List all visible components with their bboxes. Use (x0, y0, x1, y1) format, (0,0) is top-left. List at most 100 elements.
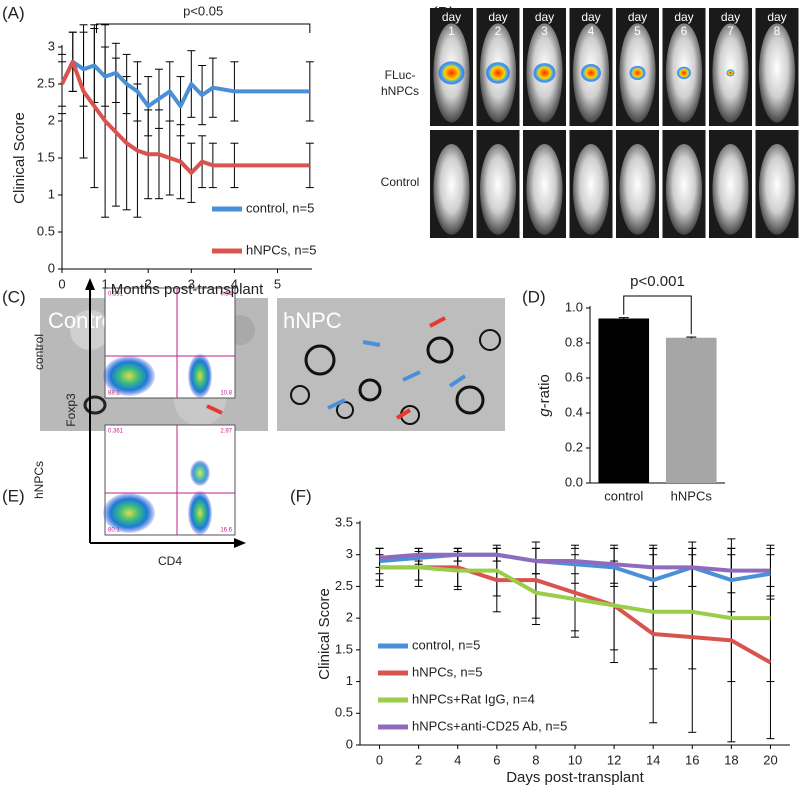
signal (629, 65, 646, 81)
x-tick-label: 0 (376, 752, 383, 767)
mouse-body (572, 144, 610, 235)
y-tick-label: 1 (48, 186, 55, 201)
x-tick-label: 8 (532, 752, 539, 767)
x-tick-label: 0 (58, 276, 65, 291)
y-tick-label: 3 (346, 546, 353, 561)
quadrant-value: 2.97 (220, 429, 232, 435)
y-tick-label: 2 (48, 112, 55, 127)
day-label: 6 (681, 24, 688, 38)
day-label: 1 (448, 24, 455, 38)
bar (665, 337, 717, 483)
significance-bracket (623, 295, 692, 335)
y-tick-label: 0.0 (565, 474, 583, 489)
mouse-body (665, 144, 703, 235)
day-label: day (628, 10, 647, 24)
day-label: day (535, 10, 554, 24)
x-tick-label: 2 (145, 276, 152, 291)
day-label: day (674, 10, 693, 24)
day-label: day (581, 10, 600, 24)
x-tick-label: control (604, 488, 643, 503)
series-line (60, 59, 310, 109)
row-label: hNPCs (381, 84, 419, 98)
mouse-body (712, 144, 749, 235)
quadrant-value: 0.361 (108, 429, 124, 435)
day-label: day (442, 10, 461, 24)
series-line (379, 565, 772, 665)
axis-label: Foxp3 (64, 393, 78, 427)
day-label: day (721, 10, 740, 24)
x-tick-label: 20 (763, 752, 777, 767)
panel-label: (A) (2, 3, 25, 22)
arrow-head (234, 538, 246, 548)
signal (438, 61, 465, 85)
flow-cluster (190, 460, 210, 486)
mouse-body (758, 23, 796, 123)
flow-cluster (188, 354, 212, 398)
y-tick-label: 0.4 (565, 404, 583, 419)
signal (677, 66, 691, 80)
row-label: control (32, 334, 46, 370)
row-label: FLuc- (385, 68, 416, 82)
y-tick-label: 2.5 (37, 75, 55, 90)
x-tick-label: 3 (188, 276, 195, 291)
signal (726, 69, 735, 77)
annotation: p<0.05 (183, 3, 223, 18)
mouse-body (526, 144, 563, 235)
legend-label: hNPCs+anti-CD25 Ab, n=5 (412, 718, 567, 733)
mouse-body (619, 144, 656, 235)
x-tick-label: 2 (415, 752, 422, 767)
arrow-head (85, 278, 95, 290)
flow-cluster (103, 493, 155, 533)
mouse-body (479, 144, 517, 235)
axis-label: Clinical Score (316, 588, 333, 680)
signal (533, 63, 556, 83)
y-tick-label: 1 (346, 673, 353, 688)
quadrant-value: 88.2 (108, 391, 120, 397)
y-tick-label: 0.5 (37, 223, 55, 238)
x-tick-label: 18 (724, 752, 738, 767)
panel-label: (D) (522, 287, 546, 306)
legend-label: hNPCs, n=5 (246, 242, 316, 257)
axis-label: Days post-transplant (506, 769, 644, 786)
quadrant-value: 0.54 (220, 292, 232, 298)
day-label: 4 (588, 24, 595, 38)
panel-label: (F) (290, 486, 312, 505)
day-label: 5 (634, 24, 641, 38)
legend-label: hNPCs+Rat IgG, n=4 (412, 691, 535, 706)
day-label: day (767, 10, 786, 24)
row-label: Control (381, 175, 420, 189)
y-tick-label: 2.5 (335, 578, 353, 593)
y-tick-label: 0.8 (565, 334, 583, 349)
legend-label: control, n=5 (412, 637, 480, 652)
annotation: p<0.001 (630, 273, 685, 290)
legend-label: control, n=5 (246, 200, 314, 215)
significance-bracket (95, 23, 311, 33)
y-tick-label: 1.0 (565, 299, 583, 314)
quadrant-value: 80.1 (108, 528, 120, 534)
flow-cluster (188, 491, 212, 535)
day-label: 2 (495, 24, 502, 38)
x-tick-label: hNPCs (671, 488, 713, 503)
y-tick-label: 0 (346, 736, 353, 751)
x-tick-label: 16 (685, 752, 699, 767)
y-tick-label: 1.5 (37, 149, 55, 164)
y-tick-label: 0.6 (565, 369, 583, 384)
axis-label: Clinical Score (11, 112, 28, 204)
panel-label: (C) (2, 287, 26, 306)
y-tick-label: 3.5 (335, 514, 353, 529)
day-label: day (488, 10, 507, 24)
error-bar (618, 317, 629, 320)
series-line (379, 565, 771, 621)
day-label: 7 (727, 24, 734, 38)
bar (598, 318, 650, 483)
signal (581, 63, 601, 82)
image-label: hNPC (283, 308, 342, 333)
x-tick-label: 4 (231, 276, 238, 291)
row-label: hNPCs (32, 461, 46, 499)
x-tick-label: 5 (274, 276, 281, 291)
flow-cluster (103, 356, 155, 396)
x-tick-label: 4 (454, 752, 461, 767)
legend-label: hNPCs, n=5 (412, 664, 482, 679)
quadrant-value: 16.6 (220, 528, 232, 534)
